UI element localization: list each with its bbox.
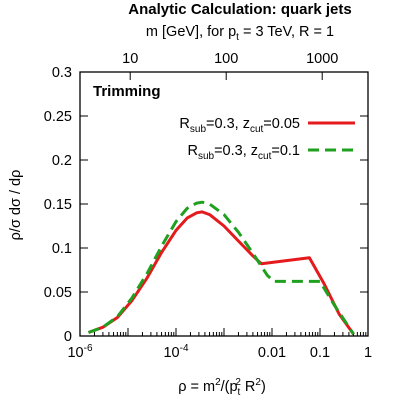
x-tick-label: 0.01: [258, 345, 286, 361]
top-tick-labels: 10 100 1000: [122, 51, 338, 80]
legend-label-2: Rsub=0.3, zcut=0.1: [187, 143, 300, 162]
y-tick-label: 0: [64, 329, 72, 345]
chart-title: Analytic Calculation: quark jets: [128, 1, 351, 18]
y-tick-label: 0.3: [52, 65, 72, 81]
plot-border: [79, 71, 369, 337]
legend: Rsub=0.3, zcut=0.05 Rsub=0.3, zcut=0.1: [179, 116, 355, 162]
plot-frame: [79, 71, 369, 337]
top-tick-label: 10: [122, 51, 138, 67]
series-group: [87, 200, 355, 336]
x-axis-ticks: 10-6 10-4 0.01 0.1 1: [67, 328, 372, 361]
panel-label: Trimming: [93, 83, 161, 100]
top-tick-label: 1000: [306, 51, 338, 67]
y-axis-label: ρ/σ dσ / dρ: [8, 170, 24, 241]
x-tick-label: 1: [364, 345, 372, 361]
x-tick-label: 0.1: [310, 345, 330, 361]
series-line-2: [87, 200, 355, 336]
top-tick-label: 100: [214, 51, 238, 67]
y-tick-label: 0.05: [44, 285, 72, 301]
top-axis-label: m [GeV], for pt = 3 TeV, R = 1: [146, 24, 334, 43]
series-line-1: [87, 210, 355, 336]
x-axis-label: ρ = m2/(pt2 R2): [178, 377, 266, 398]
y-axis-ticks: 0 0.05 0.1 0.15 0.2 0.25 0.3: [44, 65, 368, 345]
y-tick-label: 0.25: [44, 109, 72, 125]
x-tick-label: 10-4: [163, 343, 188, 361]
x-tick-label: 10-6: [67, 343, 92, 361]
legend-label-1: Rsub=0.3, zcut=0.05: [179, 116, 300, 135]
y-tick-label: 0.15: [44, 197, 72, 213]
y-tick-label: 0.1: [52, 241, 72, 257]
y-tick-label: 0.2: [52, 153, 72, 169]
